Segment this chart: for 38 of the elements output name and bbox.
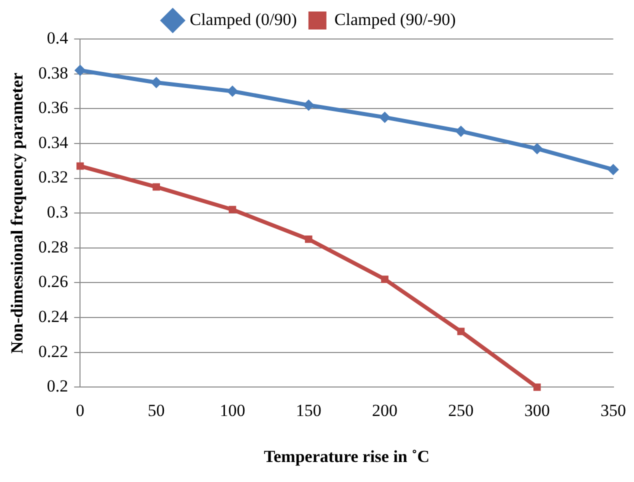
y-tick-label: 0.28 [38,237,68,256]
point [76,162,84,170]
y-tick-label: 0.34 [38,132,69,152]
x-tick-label: 250 [448,400,474,420]
point [226,86,238,97]
point [152,183,160,191]
point [304,236,312,243]
point [150,77,162,88]
point [74,64,86,76]
y-tick-label: 0.32 [38,168,68,187]
point [457,328,465,336]
legend-label: Clamped (90/-90) [334,10,456,29]
y-tick-label: 0.26 [38,272,68,292]
legend-label: Clamped (0/90) [190,10,297,29]
point [455,126,466,137]
point [228,206,236,214]
y-tick-label: 0.36 [38,98,68,118]
x-tick-label: 350 [600,400,626,420]
x-axis-title: Temperature rise in ˚C [264,447,430,466]
point [533,384,541,391]
x-tick-label: 100 [220,400,246,420]
point [608,164,619,176]
y-axis-title: Non-dimesnional frequency parameter [8,72,27,354]
y-tick-label: 0.38 [38,63,68,82]
point [379,112,390,123]
x-tick-label: 200 [372,400,398,420]
y-tick-label: 0.3 [46,202,68,222]
y-tick-label: 0.4 [46,28,69,48]
x-tick-label: 300 [524,400,550,420]
x-tick-label: 50 [148,400,165,420]
x-tick-label: 0 [76,400,84,420]
y-tick-label: 0.2 [46,376,68,396]
point [381,276,388,283]
x-tick-label: 150 [296,400,322,420]
y-tick-label: 0.22 [38,342,68,361]
point [303,100,314,111]
point [532,143,543,154]
y-tick-label: 0.24 [38,307,69,326]
